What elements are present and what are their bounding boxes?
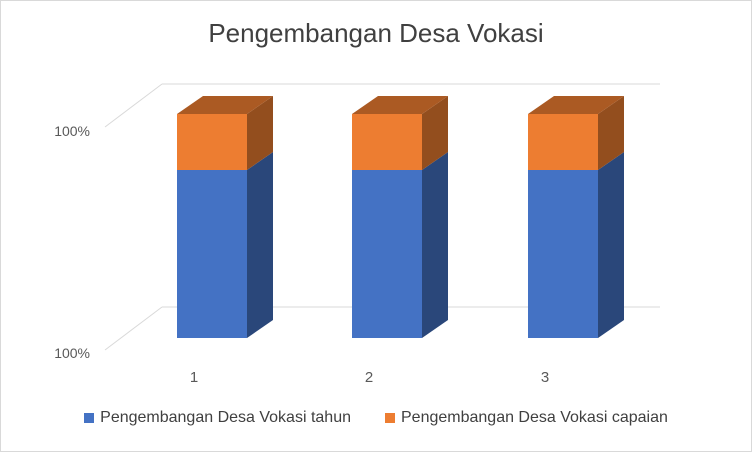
bar-segment — [352, 170, 422, 338]
bar-top — [352, 96, 448, 114]
bar-segment — [177, 170, 247, 338]
y-tick-label: 100% — [54, 123, 90, 139]
bar-side — [598, 96, 624, 170]
bar-side — [598, 152, 624, 338]
bar-side — [422, 152, 448, 338]
chart-title: Pengembangan Desa Vokasi — [208, 18, 544, 48]
gridline-depth — [104, 306, 163, 351]
bar-side — [422, 96, 448, 170]
bar-side — [247, 96, 273, 170]
gridline-depth — [104, 83, 163, 128]
bar-segment — [528, 170, 598, 338]
bar-top — [177, 96, 273, 114]
legend-item: Pengembangan Desa Vokasi capaian — [385, 409, 668, 427]
legend-item: Pengembangan Desa Vokasi tahun — [84, 409, 351, 427]
bar-segment — [177, 114, 247, 170]
bar-segment — [352, 114, 422, 170]
legend-swatch — [84, 413, 95, 423]
y-tick-label: 100% — [54, 345, 90, 361]
x-tick-label: 3 — [541, 369, 549, 386]
legend-swatch — [385, 413, 395, 423]
bar-top — [528, 96, 624, 114]
x-tick-label: 2 — [365, 369, 373, 386]
bar-side — [247, 152, 273, 338]
legend-label: Pengembangan Desa Vokasi tahun — [100, 409, 351, 426]
legend: Pengembangan Desa Vokasi tahun Pengembang… — [0, 409, 752, 427]
bar-segment — [528, 114, 598, 170]
x-tick-label: 1 — [190, 369, 198, 386]
legend-label: Pengembangan Desa Vokasi capaian — [401, 409, 668, 426]
